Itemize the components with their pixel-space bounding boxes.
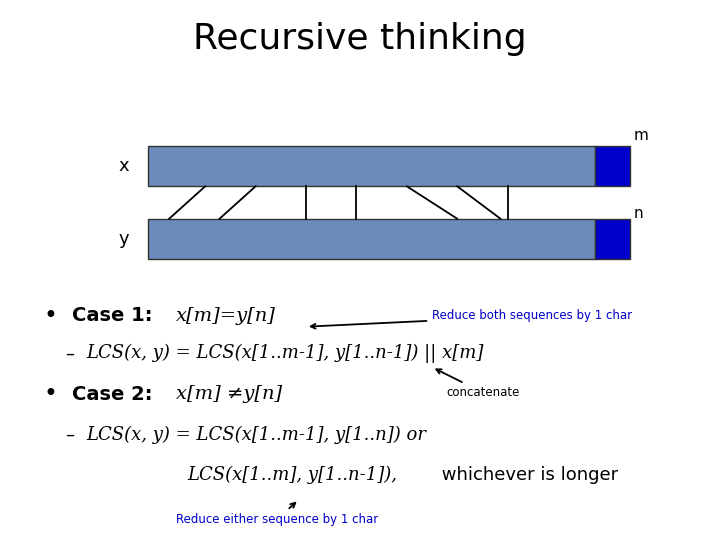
Text: –: – [65,345,73,363]
Text: Recursive thinking: Recursive thinking [193,22,527,56]
Text: Case 2:: Case 2: [72,384,159,404]
Text: m: m [634,128,649,143]
Text: Reduce either sequence by 1 char: Reduce either sequence by 1 char [176,503,378,526]
Text: LCS(x[1..m], y[1..n-1]),: LCS(x[1..m], y[1..n-1]), [187,466,397,484]
Text: concatenate: concatenate [436,369,520,399]
Text: whichever is longer: whichever is longer [436,466,618,484]
Text: Reduce both sequences by 1 char: Reduce both sequences by 1 char [311,309,632,329]
Text: LCS(x, y) = LCS(x[1..m-1], y[1..n]) or: LCS(x, y) = LCS(x[1..m-1], y[1..n]) or [86,426,426,444]
Text: x[m] ≠y[n]: x[m] ≠y[n] [176,385,282,403]
Bar [595,146,630,186]
Text: y: y [119,230,130,248]
Text: n: n [634,206,643,221]
Text: –: – [65,426,73,444]
Bar [148,146,595,186]
Bar [148,219,595,259]
Text: LCS(x, y) = LCS(x[1..m-1], y[1..n-1]) || x[m]: LCS(x, y) = LCS(x[1..m-1], y[1..n-1]) ||… [86,344,484,363]
Text: •: • [43,304,57,328]
Text: Case 1:: Case 1: [72,306,159,326]
Text: x[m]=y[n]: x[m]=y[n] [176,307,276,325]
Bar [595,219,630,259]
Text: x: x [119,157,130,175]
Text: •: • [43,382,57,406]
